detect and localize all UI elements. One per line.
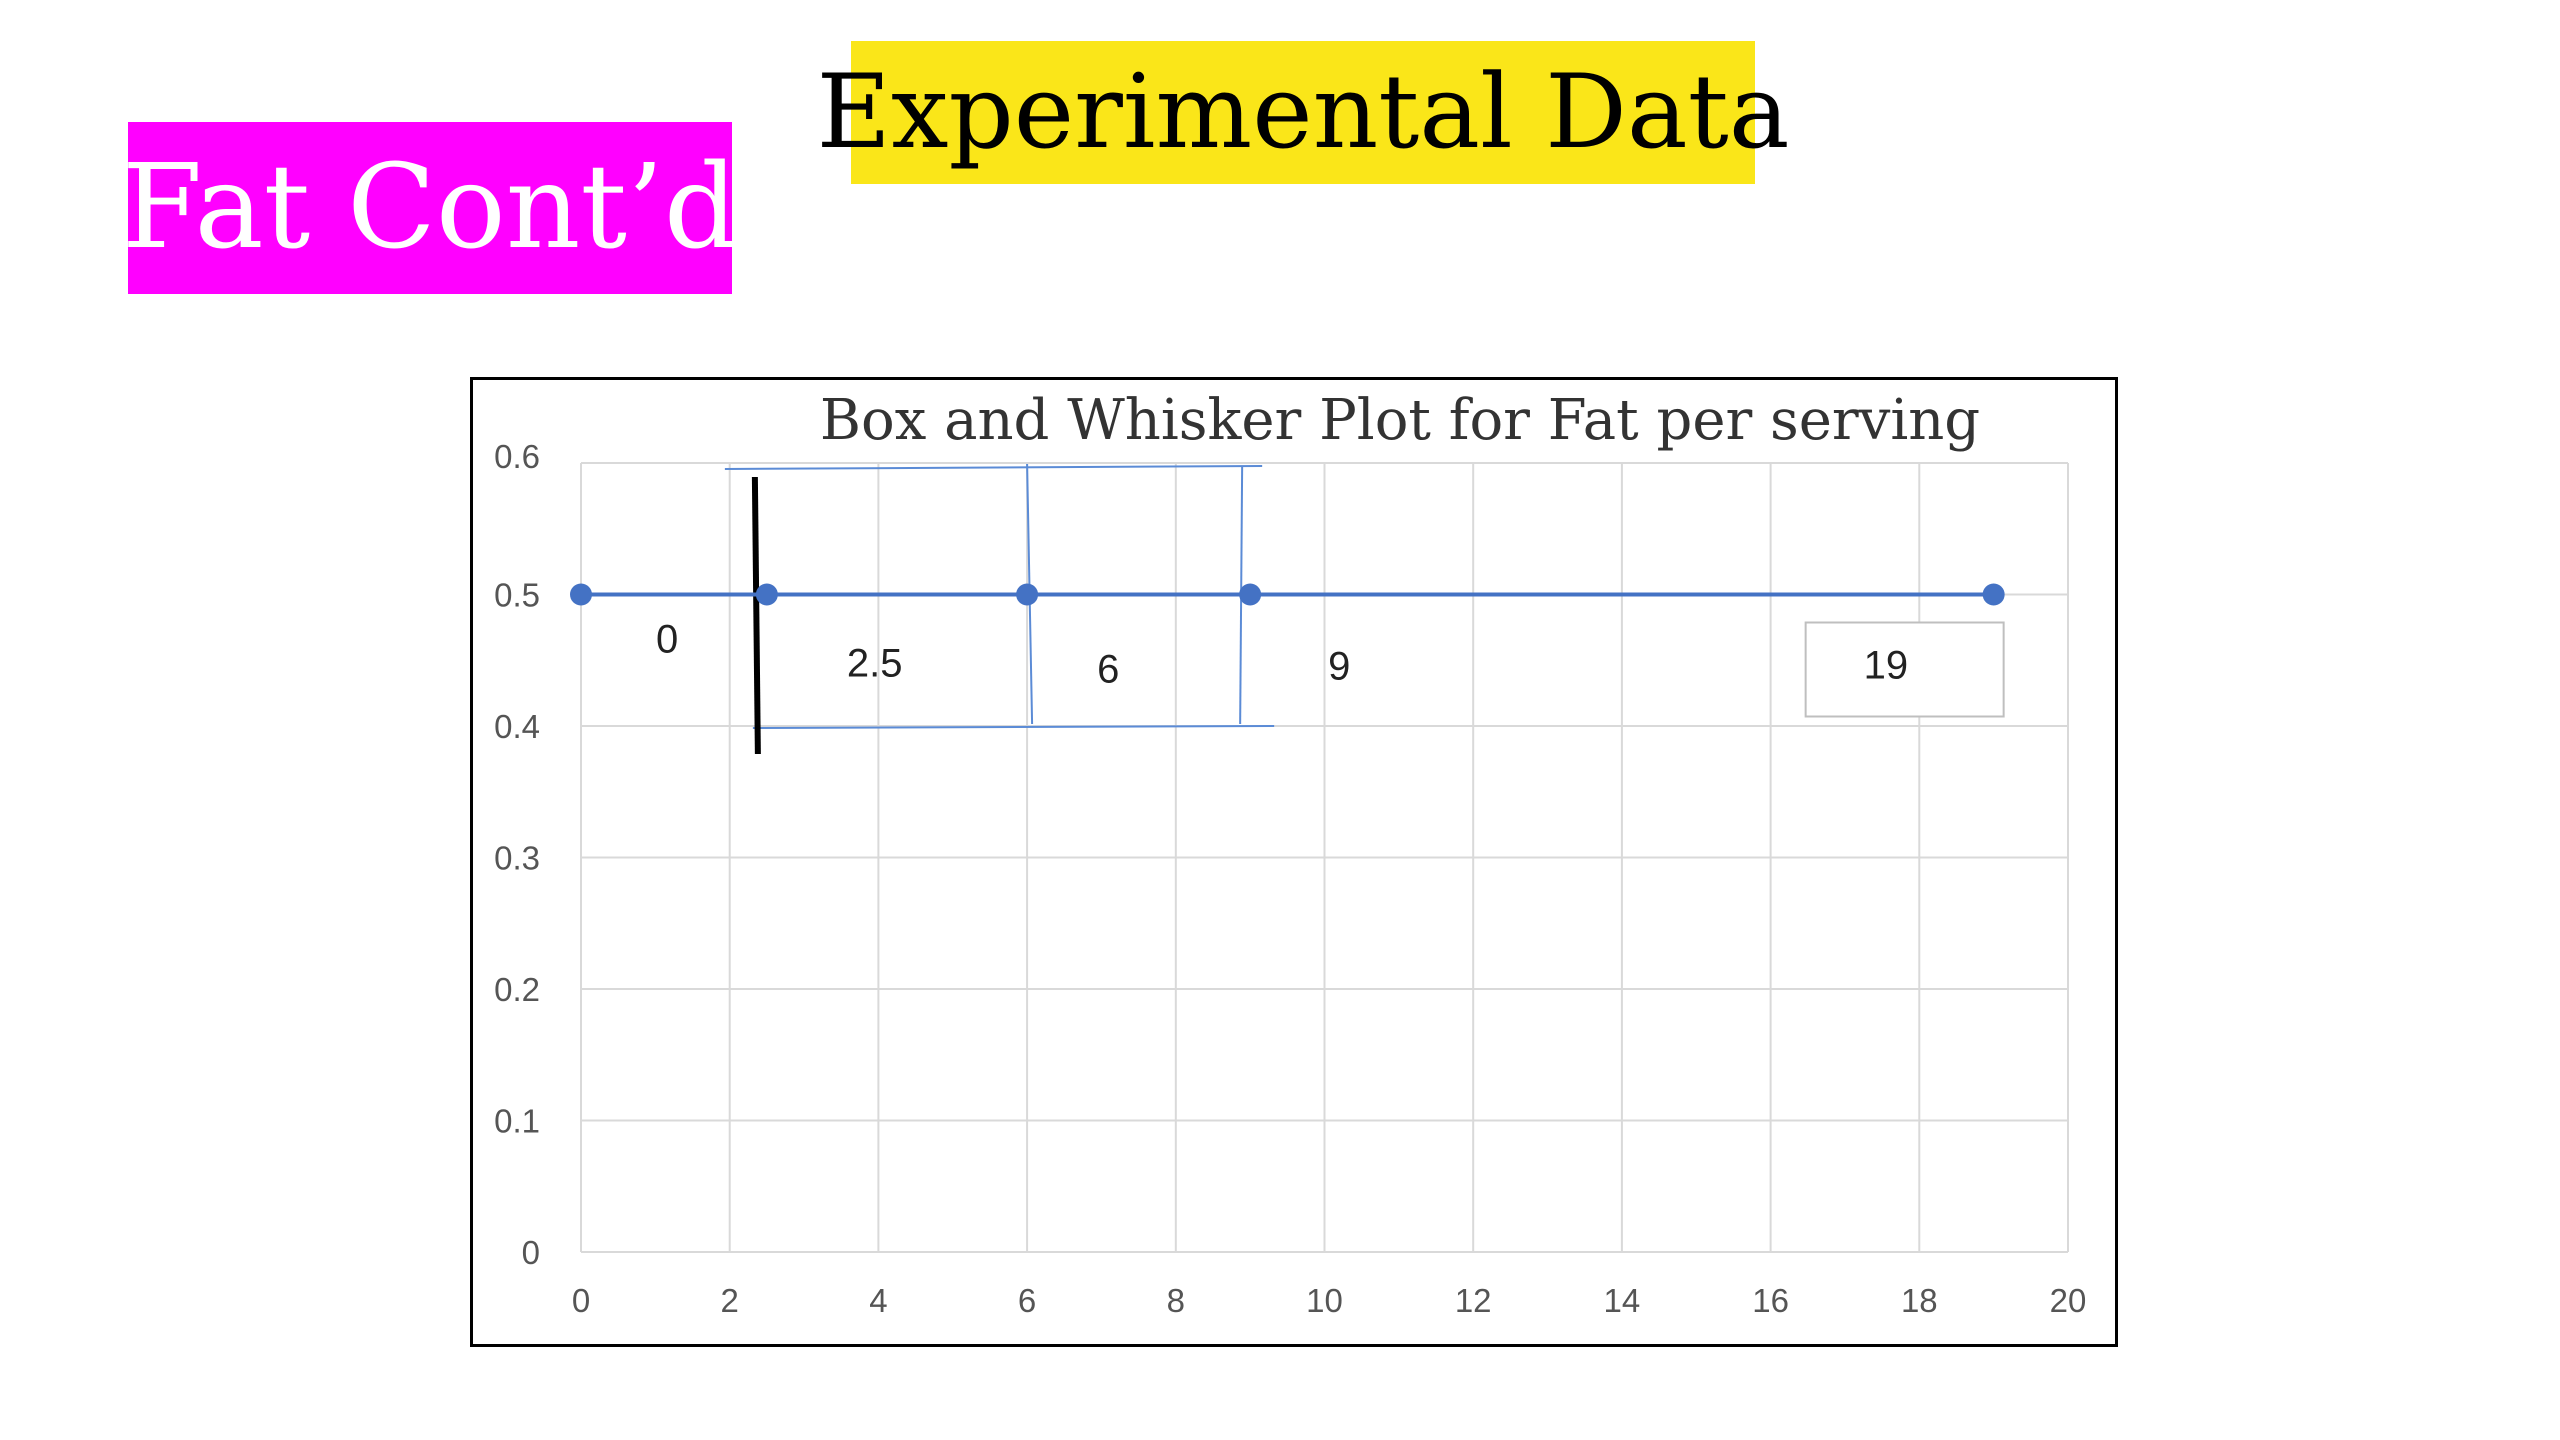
x-tick-label: 2 [721, 1282, 739, 1319]
y-tick-label: 0.4 [494, 708, 540, 745]
chart-frame [470, 377, 2118, 1347]
y-tick-label: 0.6 [494, 438, 540, 475]
x-tick-label: 16 [1752, 1282, 1789, 1319]
data-label: 19 [1864, 644, 1909, 688]
x-tick-label: 14 [1604, 1282, 1641, 1319]
x-tick-label: 4 [869, 1282, 887, 1319]
y-tick-label: 0.5 [494, 577, 540, 614]
data-point [755, 583, 778, 606]
data-label: 0 [656, 618, 678, 662]
chart-title: Box and Whisker Plot for Fat per serving [820, 388, 1980, 453]
data-label: 6 [1097, 648, 1119, 692]
x-tick-label: 0 [572, 1282, 590, 1319]
y-tick-label: 0.2 [494, 971, 540, 1008]
data-point [1239, 583, 1262, 606]
x-tick-label: 12 [1455, 1282, 1492, 1319]
data-label-box [1804, 621, 2005, 718]
y-tick-label: 0.1 [494, 1103, 540, 1140]
data-point [570, 583, 592, 606]
box-q1-marker [751, 476, 761, 755]
data-point [1982, 583, 2005, 606]
x-tick-label: 6 [1018, 1282, 1036, 1319]
chart-svg: Box and Whisker Plot for Fat per serving… [470, 377, 2118, 1347]
x-tick-label: 20 [2050, 1282, 2087, 1319]
slide-title-experimental-data: Experimental Data [816, 41, 1790, 184]
box-whisker-chart: Box and Whisker Plot for Fat per serving… [470, 377, 2118, 1347]
box-bottom-edge [752, 725, 1275, 729]
x-tick-label: 10 [1306, 1282, 1343, 1319]
x-tick-label: 18 [1901, 1282, 1938, 1319]
data-label: 2.5 [847, 642, 903, 686]
y-tick-label: 0 [522, 1234, 540, 1271]
y-tick-label: 0.3 [494, 840, 540, 877]
data-point [1016, 583, 1039, 606]
slide-title-fat-contd: Fat Cont’d [122, 122, 738, 294]
x-tick-label: 8 [1167, 1282, 1185, 1319]
box-top-edge [724, 465, 1263, 470]
data-label: 9 [1328, 645, 1350, 689]
